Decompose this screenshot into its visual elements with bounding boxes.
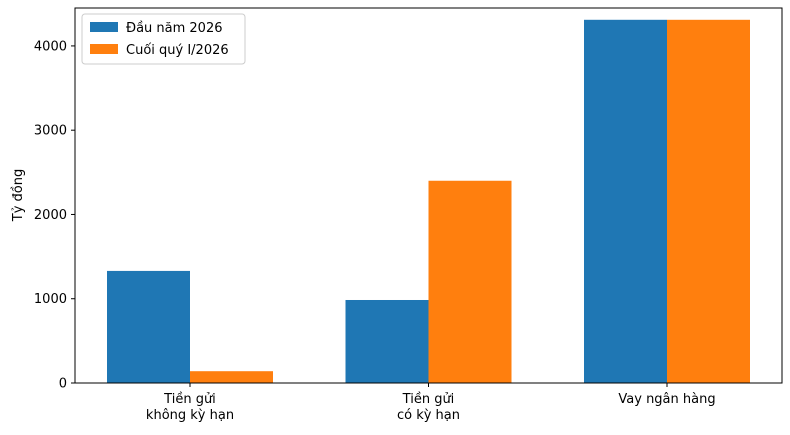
- legend-box: [81, 13, 246, 65]
- bar: [428, 180, 512, 383]
- bar: [667, 19, 750, 383]
- legend-label: Đầu năm 2026: [126, 21, 223, 36]
- y-tick-label: 3000: [34, 124, 67, 139]
- y-tick-label: 4000: [34, 39, 67, 54]
- x-tick-label: Tiền gửi có kỳ hạn: [397, 392, 460, 423]
- bar: [107, 270, 190, 383]
- bar: [190, 371, 273, 383]
- y-tick-label: 2000: [34, 208, 67, 223]
- x-tick-label: Vay ngân hàng: [618, 392, 715, 407]
- legend-label: Cuối quý I/2026: [126, 43, 229, 58]
- bar: [584, 19, 667, 383]
- y-tick-label: 1000: [34, 292, 67, 307]
- legend-swatch: [90, 44, 118, 54]
- plot-frame: [74, 7, 783, 384]
- bar: [345, 299, 429, 383]
- x-tick-label: Tiền gửi không kỳ hạn: [146, 392, 234, 423]
- legend-swatch: [90, 22, 118, 32]
- y-tick-label: 0: [59, 377, 67, 392]
- y-axis-label: Tỷ đồng: [11, 169, 26, 222]
